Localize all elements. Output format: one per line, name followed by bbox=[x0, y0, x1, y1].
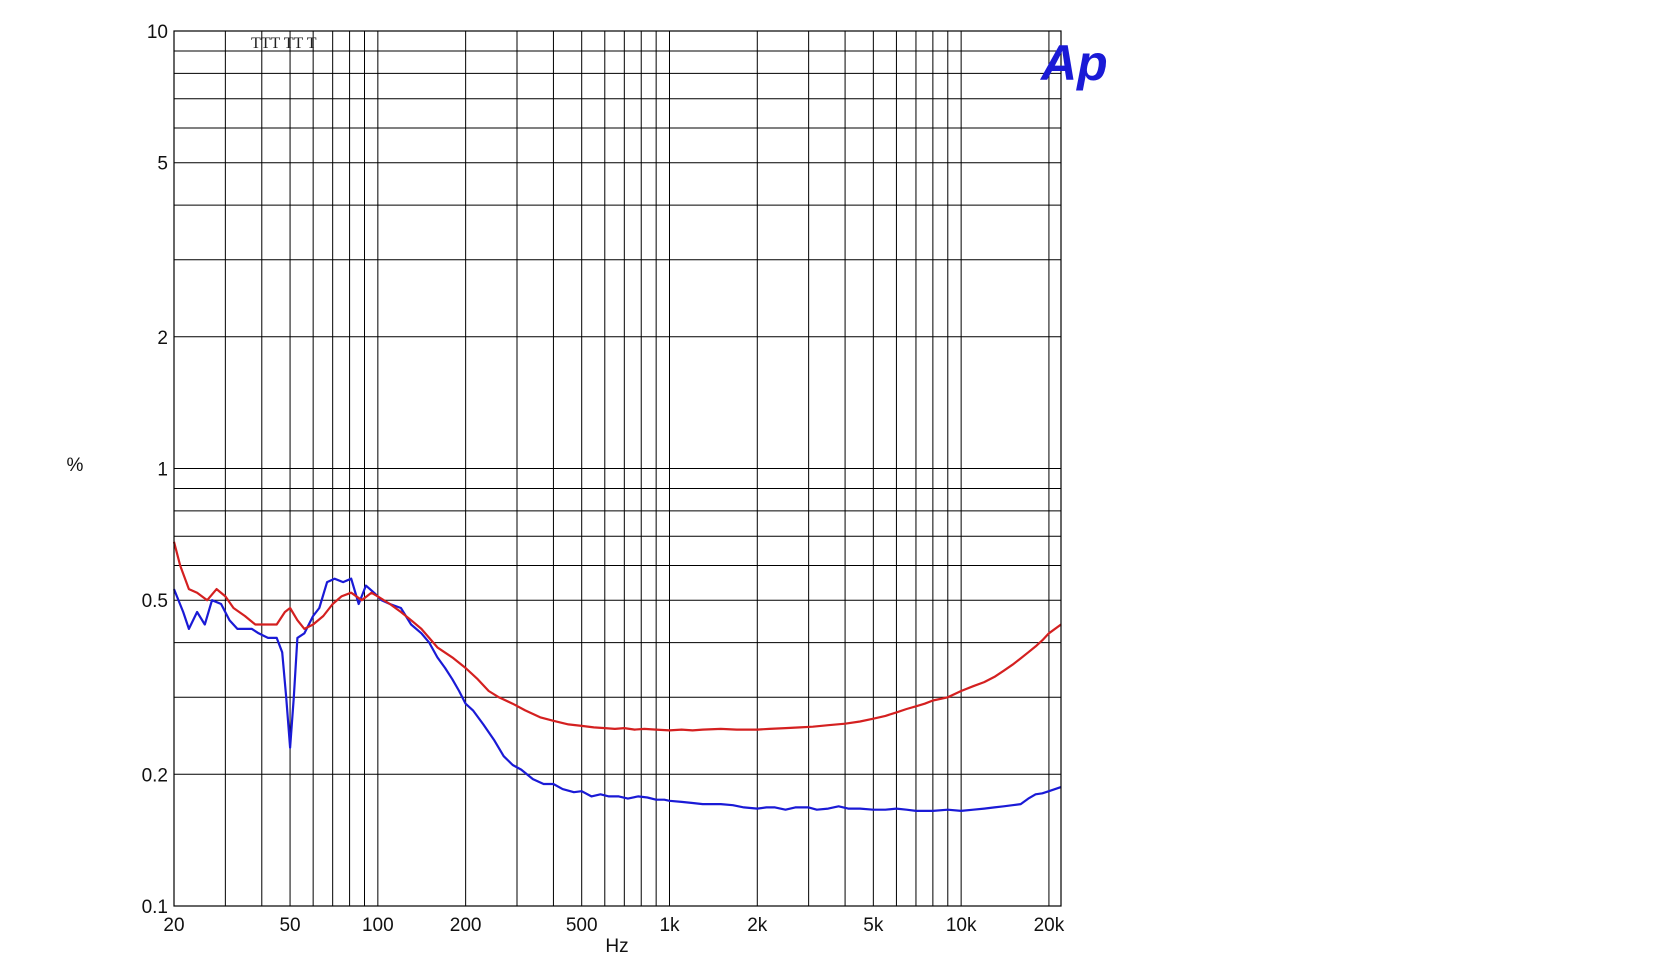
x-tick-label: 50 bbox=[279, 915, 300, 936]
ap-logo: Ap bbox=[1039, 35, 1108, 91]
y-tick-label: 0.2 bbox=[142, 765, 168, 786]
x-tick-label: 1k bbox=[659, 915, 680, 936]
series-line-1 bbox=[172, 577, 1062, 812]
x-tick-label: 500 bbox=[566, 915, 598, 936]
ap-logo-text: Ap bbox=[1039, 35, 1108, 91]
plot-frame bbox=[173, 30, 1062, 907]
marker-text: TTT TT T bbox=[251, 35, 317, 52]
x-tick-label: 5k bbox=[863, 915, 884, 936]
x-tick-label: 20 bbox=[163, 915, 184, 936]
x-tick-label: 100 bbox=[362, 915, 394, 936]
y-tick-label: 0.5 bbox=[142, 591, 168, 612]
y-tick-label: 5 bbox=[157, 154, 168, 175]
y-tick-label: 2 bbox=[157, 328, 168, 349]
y-tick-label: 1 bbox=[157, 460, 168, 481]
x-tick-label: 20k bbox=[1034, 915, 1065, 936]
x-tick-label: 10k bbox=[946, 915, 977, 936]
y-tick-label: 0.1 bbox=[142, 897, 168, 918]
x-axis-title: Hz bbox=[605, 936, 628, 956]
top-markers: TTT TT T bbox=[251, 35, 317, 52]
series-line-2 bbox=[172, 541, 1062, 732]
x-tick-label: 2k bbox=[747, 915, 768, 936]
tick-labels: 20 50 100 200 500 1k 2k 5k 10k 20k 0.1 0.2 0.5 1 2 5 10 bbox=[142, 22, 1065, 936]
y-axis-title: % bbox=[67, 455, 84, 476]
y-tick-label: 10 bbox=[147, 22, 168, 43]
grid-lines bbox=[173, 30, 1061, 907]
series-layer bbox=[172, 541, 1062, 812]
x-tick-label: 200 bbox=[450, 915, 482, 936]
